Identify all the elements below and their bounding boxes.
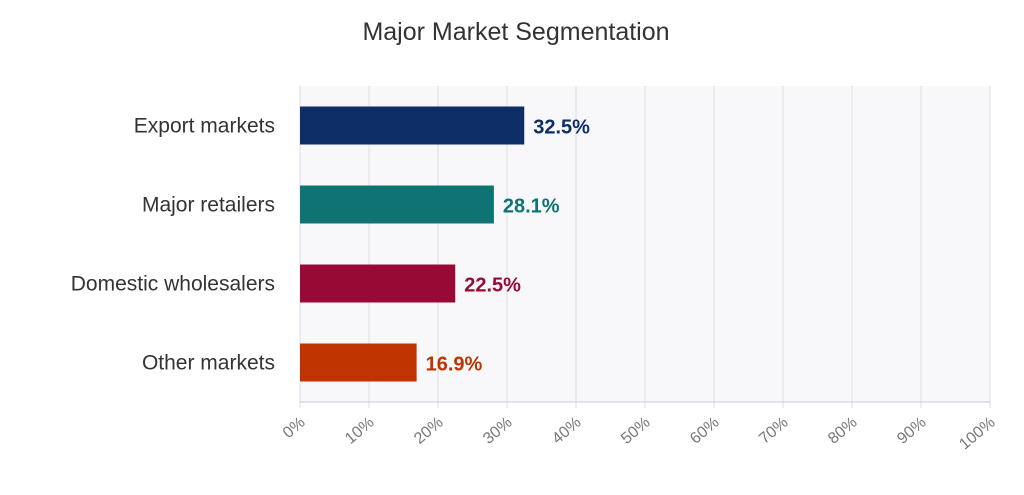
x-tick-label: 80% [825,414,860,448]
x-tick-label: 20% [411,414,446,448]
x-axis-tick-labels: 0% 10% 20% 30% 40% 50% 60% 70% 80% 90% 100% [280,414,999,453]
category-label: Export markets [134,115,275,138]
bar [300,264,456,303]
category-labels: Export markets Major retailers Domestic wh… [71,115,275,375]
category-label: Domestic wholesalers [71,273,275,296]
value-label: 32.5% [533,117,590,139]
x-tick-label: 60% [687,414,722,448]
value-label: 22.5% [464,275,521,297]
x-tick-label: 90% [894,414,929,448]
bar [300,106,525,145]
x-tick-label: 40% [549,414,584,448]
x-tick-label: 30% [480,414,515,448]
value-label: 28.1% [503,196,560,218]
chart-title: Major Market Segmentation [362,18,669,46]
category-label: Major retailers [142,194,275,217]
bar [300,343,417,382]
x-tick-label: 70% [756,414,791,448]
category-label: Other markets [142,352,275,375]
value-labels: 32.5% 28.1% 22.5% 16.9% [426,117,591,376]
bar [300,185,494,224]
x-tick-label: 10% [342,414,377,448]
value-label: 16.9% [426,354,483,376]
bars [300,106,525,382]
x-tick-label: 0% [280,414,309,442]
x-tick-label: 50% [618,414,653,448]
x-tick-label: 100% [956,414,998,453]
